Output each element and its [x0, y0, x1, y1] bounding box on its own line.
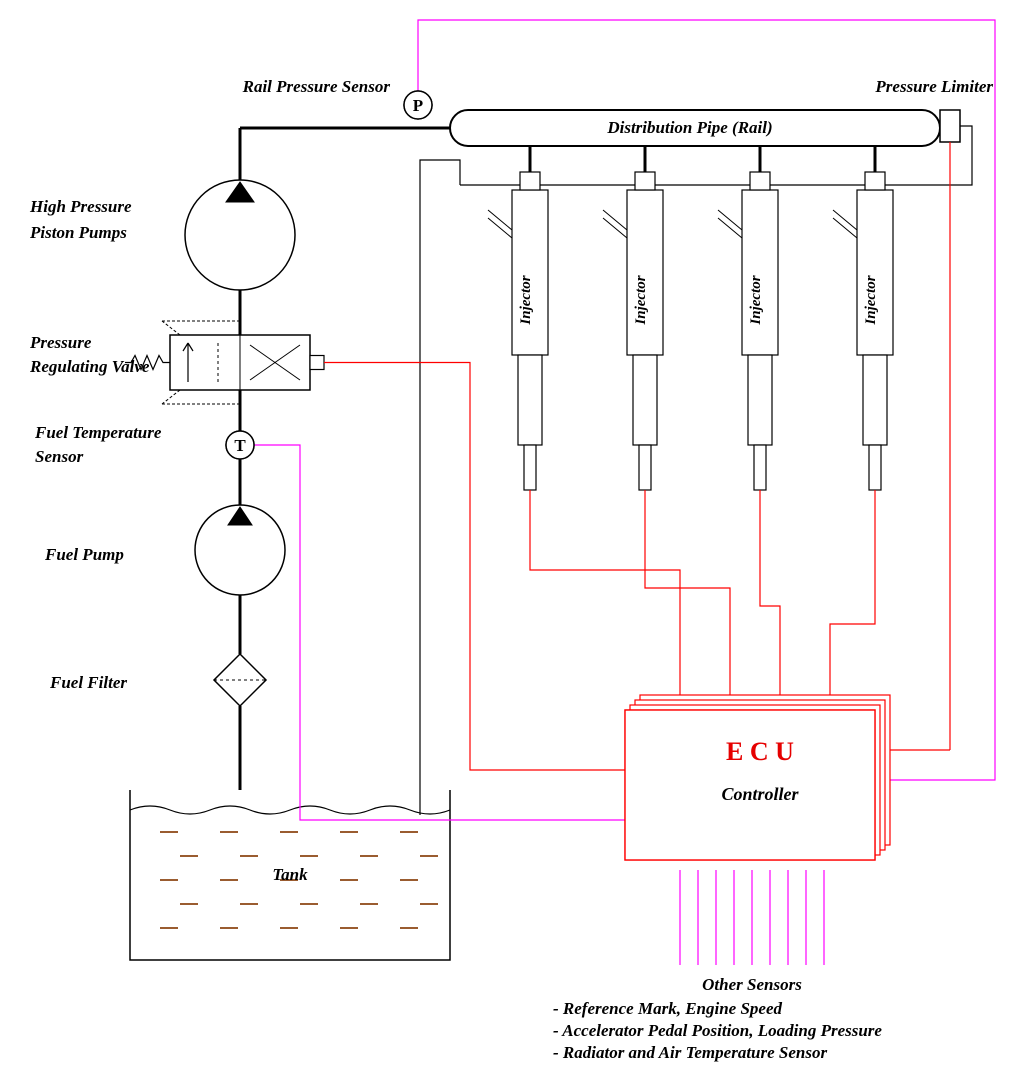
injector-label: Injector — [633, 275, 649, 325]
sensor-line-2: - Accelerator Pedal Position, Loading Pr… — [553, 1021, 882, 1040]
sensor-line-3: - Radiator and Air Temperature Sensor — [553, 1043, 827, 1062]
controller-label: Controller — [721, 784, 799, 804]
injector: Injector — [488, 172, 548, 490]
hp-label-2: Piston Pumps — [29, 223, 127, 242]
injector: Injector — [718, 172, 778, 490]
prv-label-1: Pressure — [29, 333, 92, 352]
prv-label-2: Regulating Valve — [29, 357, 150, 376]
injector-label: Injector — [863, 275, 879, 325]
rail-label: Distribution Pipe (Rail) — [606, 118, 772, 137]
rail-pressure-sensor-label: Rail Pressure Sensor — [242, 77, 391, 96]
injector-label: Injector — [518, 275, 534, 325]
other-sensors-label: Other Sensors — [702, 975, 802, 994]
fuel-filter-label: Fuel Filter — [49, 673, 127, 692]
pressure-limiter — [940, 110, 960, 142]
tank-label: Tank — [272, 865, 308, 884]
injector-label: Injector — [748, 275, 764, 325]
fuel-pump-label: Fuel Pump — [44, 545, 124, 564]
svg-text:P: P — [413, 96, 423, 115]
ecu-label: E C U — [726, 737, 794, 766]
svg-text:T: T — [234, 436, 246, 455]
injector: Injector — [603, 172, 663, 490]
hp-label-1: High Pressure — [29, 197, 132, 216]
sensor-line-1: - Reference Mark, Engine Speed — [553, 999, 783, 1018]
ft-label-2: Sensor — [35, 447, 84, 466]
pressure-limiter-label: Pressure Limiter — [874, 77, 993, 96]
injector: Injector — [833, 172, 893, 490]
ft-label-1: Fuel Temperature — [34, 423, 162, 442]
